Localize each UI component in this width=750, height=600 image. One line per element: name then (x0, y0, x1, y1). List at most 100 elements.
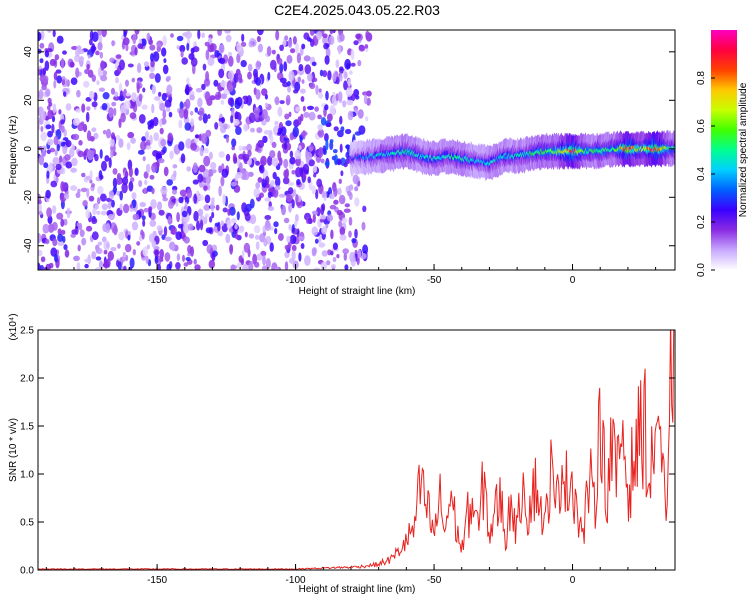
spectral-blob (205, 227, 213, 234)
spectral-blob (159, 118, 163, 128)
spectral-blob (272, 188, 279, 198)
spectral-blob (40, 110, 46, 122)
spectral-blob (79, 56, 85, 62)
spectral-blob (89, 38, 93, 46)
spectral-blob (321, 191, 326, 198)
spectral-blob (63, 193, 70, 200)
spectral-blob (293, 220, 298, 227)
spectral-blob (279, 100, 285, 105)
spectral-blob (354, 197, 360, 207)
spectral-blob (292, 36, 297, 45)
x-tick-label: 0 (570, 575, 576, 586)
spectral-blob (217, 30, 222, 36)
spectral-blob (270, 59, 277, 70)
spectral-blob (134, 47, 138, 56)
spectral-blob (311, 210, 319, 215)
spectral-blob (317, 92, 324, 99)
spectral-blob (198, 194, 204, 201)
spectral-blob (144, 130, 150, 140)
spectral-blob (287, 85, 291, 93)
spectral-blob (315, 156, 320, 162)
spectral-blob (97, 185, 104, 195)
spectral-blob (231, 145, 235, 151)
spectral-blob (296, 179, 301, 186)
spectral-blob (129, 112, 137, 119)
spectral-blob (95, 247, 103, 255)
spectrogram-frame (37, 29, 676, 271)
spectral-blob (54, 54, 60, 61)
spectral-blob (161, 234, 166, 241)
spectral-blob (61, 76, 66, 81)
spectral-blob (295, 42, 299, 54)
spectral-blob (288, 70, 295, 82)
spectral-blob (257, 177, 263, 183)
spectral-blob (45, 189, 51, 199)
spectral-blob (236, 53, 241, 64)
spectral-blob (205, 176, 210, 185)
spectral-blob (315, 189, 319, 200)
spectral-blob (131, 192, 137, 200)
spectral-blob (45, 238, 50, 245)
spectral-blob (240, 169, 247, 181)
spectral-blob (72, 117, 80, 126)
spectral-blob (132, 33, 137, 45)
spectral-blob (170, 33, 174, 38)
spectral-blob (341, 197, 345, 204)
spectral-blob (267, 155, 273, 166)
spectral-blob (60, 119, 65, 125)
spectral-blob (277, 106, 283, 117)
spectral-blob (51, 115, 56, 123)
spectral-blob (302, 163, 310, 174)
spectral-blob (149, 44, 156, 51)
spectral-blob (307, 73, 313, 82)
spectral-blob (75, 108, 81, 113)
spectral-blob (192, 179, 199, 185)
spectral-blob (196, 190, 200, 197)
spectral-blob (83, 80, 90, 88)
spectral-blob (221, 116, 225, 124)
spectral-blob (109, 138, 115, 147)
spectral-blob (136, 62, 142, 74)
spectral-blob (329, 139, 334, 144)
spectral-blob (332, 73, 337, 83)
spectral-blob (86, 130, 92, 142)
spectral-blob (362, 205, 367, 212)
spectral-blob (259, 192, 264, 198)
spectral-blob (185, 84, 190, 96)
spectral-blob (172, 164, 178, 169)
spectral-blob (56, 35, 64, 44)
spectral-blob (254, 261, 260, 268)
spectral-blob (285, 94, 291, 106)
spectral-blob (81, 237, 87, 246)
spectral-blob (336, 209, 343, 216)
spectral-blob (215, 204, 220, 211)
spectral-blob (128, 181, 134, 192)
spectral-blob (99, 149, 103, 159)
spectral-blob (199, 146, 204, 157)
spectral-blob (105, 128, 112, 139)
snr-y-label: SNR (10 * v/v) (8, 418, 19, 482)
spectral-blob (126, 142, 131, 151)
spectral-blob (278, 193, 286, 198)
chart-title: C2E4.2025.043.05.22.R03 (274, 2, 440, 18)
snr-series-line (38, 330, 675, 570)
spectral-blob (92, 208, 97, 215)
spectral-blob (230, 115, 234, 124)
spectral-blob (279, 44, 284, 51)
spectral-blob (230, 181, 237, 187)
spectral-blob (70, 167, 77, 173)
spectral-blob (329, 204, 337, 210)
colorbar-tick-label: 0.4 (696, 167, 707, 181)
spectral-blob (158, 91, 162, 97)
spectral-blob (42, 75, 49, 83)
spectral-blob (227, 84, 234, 92)
spectral-blob (228, 228, 234, 233)
spectral-blob (308, 159, 315, 167)
spectral-blob (354, 186, 359, 192)
spectral-blob (311, 226, 319, 236)
spectral-blob (364, 44, 369, 49)
colorbar-tick-label: 0.2 (696, 215, 707, 229)
spectral-blob (124, 243, 132, 253)
spectral-blob (134, 167, 139, 176)
